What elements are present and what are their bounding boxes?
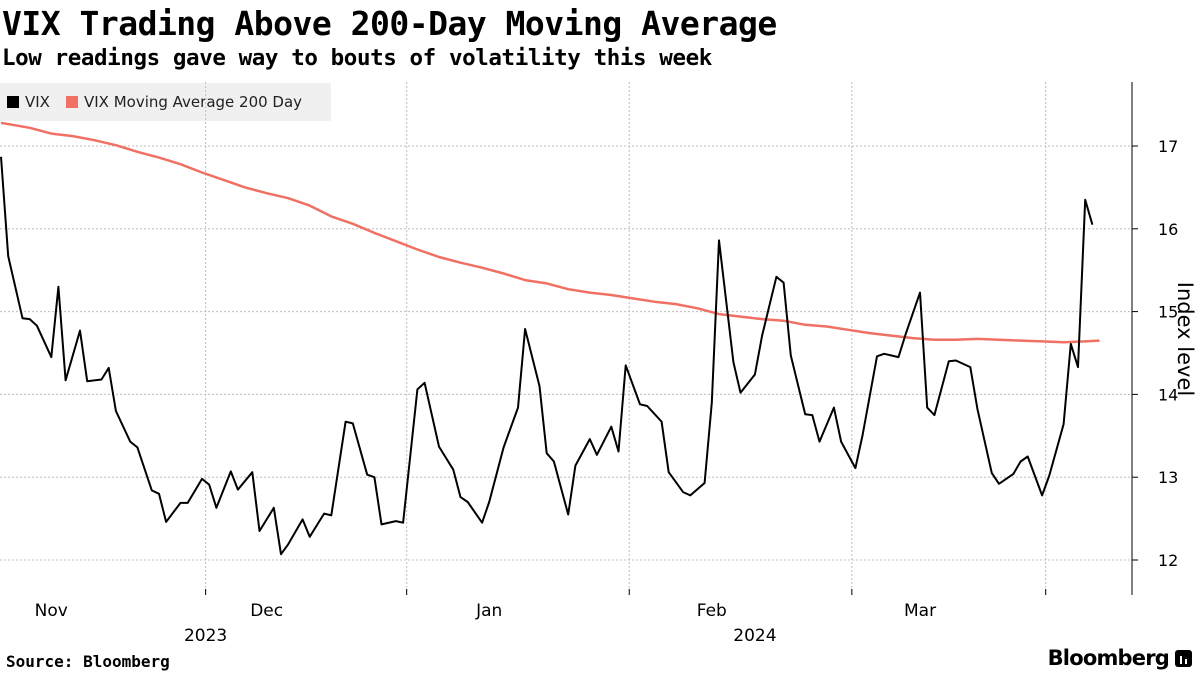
source-note: Source: Bloomberg [6,652,170,671]
bloomberg-chart-icon [1175,650,1192,667]
x-tick-label: Mar [904,601,936,621]
y-axis-title: Index level [1173,282,1197,396]
y-tick-label: 16 [1158,220,1178,239]
series-lines [1,123,1100,554]
axes [206,82,1138,595]
x-year-label: 2024 [733,626,776,646]
vix-line [1,157,1092,554]
y-tick-label: 12 [1158,551,1178,570]
x-tick-label: Jan [475,601,502,621]
x-year-label: 2023 [184,626,227,646]
moving-average-line [1,123,1100,342]
bloomberg-logo: Bloomberg [1048,646,1192,670]
y-tick-label: 17 [1158,137,1178,156]
x-tick-label: Dec [250,601,283,621]
brand-name: Bloomberg [1048,646,1169,670]
line-chart: 121314151617Nov Dec Jan Feb Mar2023 2024Index… [0,0,1200,675]
x-tick-label: Feb [697,601,727,621]
x-tick-label: Nov [35,601,68,621]
y-tick-label: 13 [1158,468,1178,487]
